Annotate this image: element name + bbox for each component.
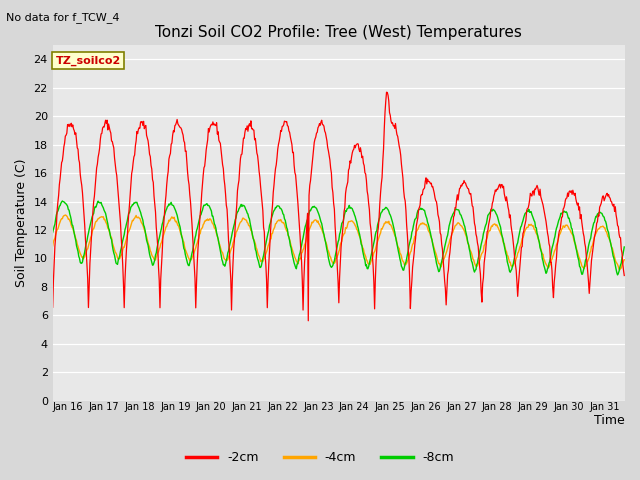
-4cm (430, 245, 438, 251)
-8cm (430, 249, 438, 255)
-2cm (49, 304, 56, 310)
-2cm (620, 273, 628, 278)
Line: -2cm: -2cm (52, 92, 624, 321)
-8cm (271, 204, 279, 210)
-8cm (221, 261, 229, 266)
-2cm (116, 211, 124, 216)
-4cm (116, 253, 124, 259)
-4cm (620, 257, 628, 263)
Text: No data for f_TCW_4: No data for f_TCW_4 (6, 12, 120, 23)
-2cm (250, 127, 257, 133)
-4cm (49, 243, 56, 249)
-2cm (399, 175, 407, 181)
Legend: -2cm, -4cm, -8cm: -2cm, -4cm, -8cm (181, 446, 459, 469)
-4cm (61, 212, 69, 218)
-8cm (620, 244, 628, 250)
-8cm (116, 248, 124, 254)
-4cm (271, 221, 279, 227)
-8cm (49, 229, 56, 235)
X-axis label: Time: Time (595, 414, 625, 427)
Y-axis label: Soil Temperature (C): Soil Temperature (C) (15, 158, 28, 287)
-8cm (398, 265, 406, 271)
-8cm (250, 238, 258, 243)
-8cm (58, 198, 66, 204)
-2cm (305, 318, 312, 324)
-2cm (431, 195, 439, 201)
-2cm (271, 173, 278, 179)
-2cm (383, 89, 390, 95)
-4cm (398, 257, 406, 263)
-4cm (616, 267, 623, 273)
-4cm (250, 237, 258, 242)
Title: Tonzi Soil CO2 Profile: Tree (West) Temperatures: Tonzi Soil CO2 Profile: Tree (West) Temp… (156, 24, 522, 39)
-4cm (221, 257, 229, 263)
-2cm (221, 182, 228, 188)
Line: -4cm: -4cm (52, 215, 624, 270)
Text: TZ_soilco2: TZ_soilco2 (56, 56, 121, 66)
Line: -8cm: -8cm (52, 201, 624, 275)
-8cm (614, 272, 621, 278)
